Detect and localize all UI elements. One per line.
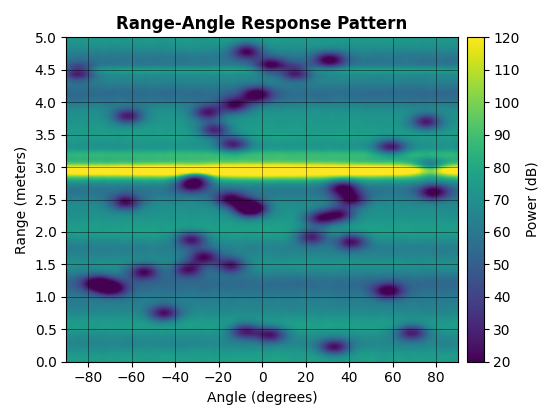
Y-axis label: Range (meters): Range (meters): [15, 145, 29, 254]
Y-axis label: Power (dB): Power (dB): [525, 162, 539, 237]
X-axis label: Angle (degrees): Angle (degrees): [207, 391, 318, 405]
Title: Range-Angle Response Pattern: Range-Angle Response Pattern: [116, 15, 408, 33]
